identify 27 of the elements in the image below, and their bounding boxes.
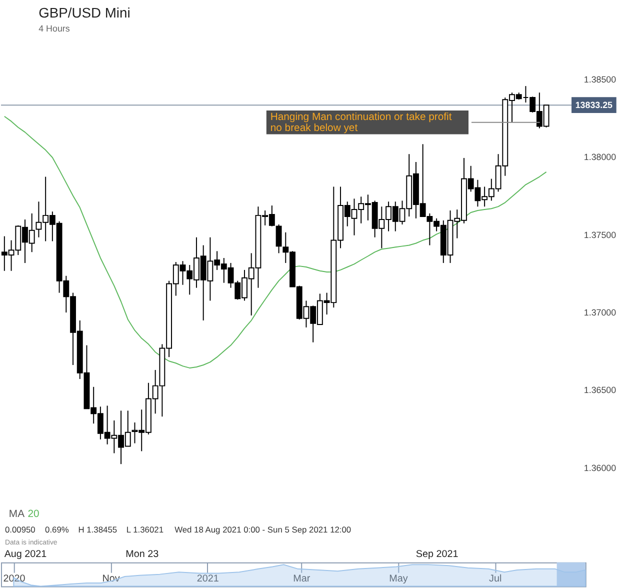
candlestick <box>276 224 282 254</box>
text: L 1.36021 <box>126 524 164 535</box>
x-tick-label: 2020 <box>3 574 26 585</box>
chart-title: GBP/USD Mini <box>38 4 130 21</box>
y-tick-label: 1.38500 <box>584 74 616 85</box>
text: 20 <box>28 508 40 520</box>
x-tick-label: Jul <box>489 574 502 585</box>
x-tick-label: Aug 2021 <box>4 548 48 560</box>
y-tick-label: 1.36000 <box>584 462 616 473</box>
y-tick-label: 1.37500 <box>584 230 616 240</box>
text: H 1.38455 <box>78 524 118 535</box>
x-tick-label: May <box>389 574 408 585</box>
y-tick-label: 1.37000 <box>584 308 616 318</box>
text: 0.69% <box>45 524 70 535</box>
y-tick-label: 1.36500 <box>584 385 616 396</box>
y-tick-label: 1.38000 <box>584 152 616 162</box>
x-tick-label: Sep 2021 <box>416 548 459 560</box>
x-tick-label: 2021 <box>196 574 220 585</box>
chart-subtitle: 4 Hours <box>38 24 70 34</box>
text: 13833.25 <box>575 100 613 110</box>
ref-line-label: Hanging Man continuation or take profit no break below yet <box>270 112 452 134</box>
text: Wed 18 Aug 2021 0:00 - Sun 5 Sep 2021 12:00 <box>174 524 352 535</box>
x-tick-label: Nov <box>102 574 120 585</box>
text: 0.00950 <box>4 524 36 535</box>
legend-title: MA <box>8 508 25 520</box>
x-tick-label: Mar <box>293 574 311 585</box>
x-tick-label: Mon 23 <box>126 548 160 560</box>
